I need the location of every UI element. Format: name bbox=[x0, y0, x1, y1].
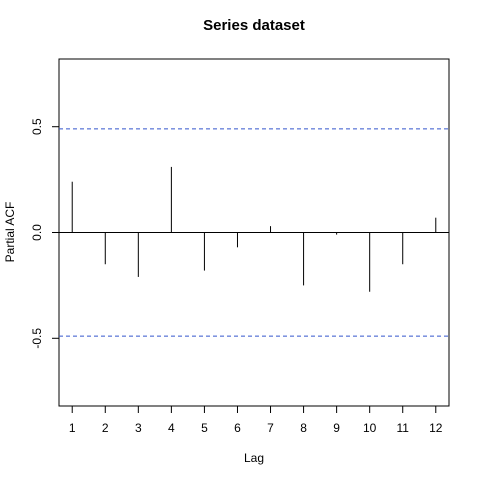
x-tick-label: 10 bbox=[363, 421, 377, 435]
confidence-bounds bbox=[59, 128, 449, 337]
x-tick-label: 2 bbox=[102, 421, 109, 435]
y-tick-label: -0.5 bbox=[30, 328, 44, 349]
pacf-bars bbox=[71, 166, 437, 292]
x-tick-label: 4 bbox=[168, 421, 175, 435]
x-axis-label: Lag bbox=[244, 451, 264, 465]
x-tick-label: 8 bbox=[300, 421, 307, 435]
y-axis-label: Partial ACF bbox=[3, 202, 17, 263]
x-tick-label: 12 bbox=[429, 421, 443, 435]
x-tick-label: 11 bbox=[396, 421, 409, 435]
x-tick-label: 7 bbox=[267, 421, 274, 435]
y-tick-label: 0.0 bbox=[30, 224, 44, 241]
x-tick-label: 1 bbox=[69, 421, 76, 435]
x-tick-label: 9 bbox=[333, 421, 340, 435]
x-tick-label: 3 bbox=[135, 421, 142, 435]
x-tick-label: 6 bbox=[234, 421, 241, 435]
y-axis: -0.5 0.0 0.5 bbox=[30, 118, 59, 349]
x-axis: 1 2 3 4 5 6 7 8 9 10 11 12 bbox=[69, 406, 443, 435]
chart-title: Series dataset bbox=[203, 17, 305, 34]
x-tick-label: 5 bbox=[201, 421, 208, 435]
y-tick-label: 0.5 bbox=[30, 118, 44, 135]
